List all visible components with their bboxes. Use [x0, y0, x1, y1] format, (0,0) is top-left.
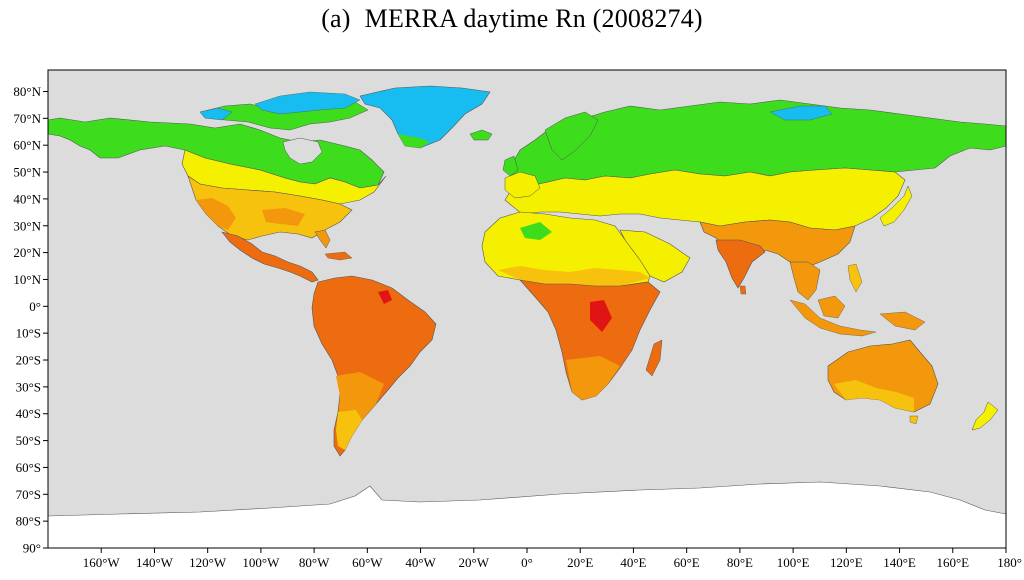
lat-tick-label: 10°N [13, 272, 41, 287]
congo-red [590, 300, 612, 332]
lon-tick-label: 80°W [299, 555, 330, 570]
lat-tick-label: 40°S [16, 406, 41, 421]
greenland [359, 85, 491, 149]
lon-tick-label: 140°W [136, 555, 174, 570]
title-text: MERRA daytime Rn (2008274) [364, 4, 703, 33]
lon-tick-label: 20°E [567, 555, 593, 570]
lon-tick-label: 80°E [727, 555, 753, 570]
tasmania [909, 415, 919, 425]
india [715, 239, 766, 289]
lat-tick-label: 70°S [16, 487, 41, 502]
lon-tick-label: 20°W [459, 555, 490, 570]
lon-tick-label: 120°E [830, 555, 863, 570]
lat-tick-label: 60°N [13, 138, 41, 153]
longitude-axis: 160°W 140°W 120°W 100°W 80°W 60°W 40°W 20°W 0° 20… [83, 548, 1022, 570]
japan [879, 185, 913, 227]
sahel [498, 266, 650, 286]
latitude-axis: 80°N 70°N 60°N 50°N 40°N 30°N 20°N 10°N 0° 10°S 20… [13, 84, 48, 556]
patagonia [336, 410, 362, 450]
lat-tick-label: 20°N [13, 245, 41, 260]
scandinavia [544, 111, 599, 161]
southeast-asia [789, 261, 821, 301]
florida [314, 229, 331, 249]
siberia-ice [769, 105, 833, 121]
lat-tick-label: 10°S [16, 326, 41, 341]
lat-tick-label: 60°S [16, 460, 41, 475]
lon-tick-label: 100°W [242, 555, 280, 570]
lat-tick-label: 0° [29, 299, 41, 314]
madagascar [645, 339, 663, 377]
lat-tick-label: 30°S [16, 379, 41, 394]
lat-tick-label: 40°N [13, 191, 41, 206]
uk [502, 155, 519, 177]
indonesia [789, 299, 877, 337]
us-southwest [196, 198, 236, 230]
arctic-ice-west [199, 107, 233, 121]
amazon-red [378, 290, 392, 304]
lon-tick-label: 140°E [883, 555, 916, 570]
lon-tick-label: 60°W [352, 555, 383, 570]
lon-tick-label: 60°E [674, 555, 700, 570]
lon-tick-label: 40°W [405, 555, 436, 570]
lon-tick-label: 0° [521, 555, 533, 570]
new-guinea [879, 311, 926, 331]
lon-tick-label: 160°E [936, 555, 969, 570]
antarctica [48, 481, 1006, 548]
new-zealand [971, 401, 999, 431]
australia-south [834, 380, 914, 412]
lat-tick-label: 50°S [16, 433, 41, 448]
africa-south [566, 356, 620, 400]
lon-tick-label: 100°E [777, 555, 810, 570]
philippines [847, 263, 863, 293]
lat-tick-label: 30°N [13, 218, 41, 233]
lon-tick-label: 40°E [620, 555, 646, 570]
africa-central [519, 279, 661, 401]
sahara-green [520, 222, 552, 240]
greenland-coast [398, 134, 430, 148]
lon-tick-label: 120°W [189, 555, 227, 570]
lat-tick-label: 80°N [13, 84, 41, 99]
lat-tick-label: 50°N [13, 165, 41, 180]
us-plains [262, 208, 305, 226]
caribbean [324, 251, 353, 261]
lat-tick-label: 90° [23, 541, 41, 556]
borneo [817, 295, 846, 319]
hudson-bay [282, 137, 323, 165]
lat-tick-label: 20°S [16, 353, 41, 368]
lat-tick-label: 70°N [13, 111, 41, 126]
map-title: (a) MERRA daytime Rn (2008274) [0, 4, 1024, 34]
europe-west [504, 171, 541, 199]
sri-lanka [739, 285, 747, 295]
panel-label: (a) [321, 4, 351, 33]
eurasia-temperate [504, 167, 906, 231]
mexico [221, 231, 319, 283]
lon-tick-label: 160°W [83, 555, 121, 570]
lat-tick-label: 80°S [16, 514, 41, 529]
land-layer [48, 85, 1006, 548]
lon-tick-label: 180° [997, 555, 1022, 570]
iceland [469, 129, 493, 141]
arctic-ice [254, 91, 361, 115]
